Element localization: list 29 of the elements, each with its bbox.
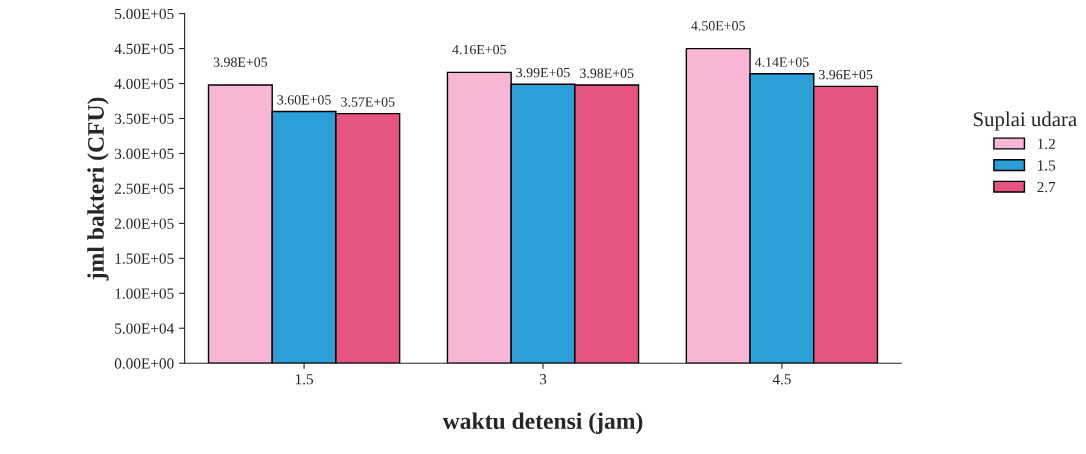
x-axis-title: waktu detensi (jam) <box>442 412 643 434</box>
legend-title: Suplai udara <box>973 111 1077 131</box>
y-tick-label: 3.00E+05 <box>114 148 174 159</box>
data-label: 3.96E+05 <box>819 69 873 80</box>
data-label: 3.99E+05 <box>516 67 570 78</box>
y-tick-label: 4.00E+05 <box>114 78 174 90</box>
y-axis-title: jml bakteri (CFU) <box>87 97 109 281</box>
legend-label: 1.2 <box>1038 138 1055 150</box>
x-tick-label: 3 <box>539 374 547 385</box>
y-tick-label: 2.50E+05 <box>114 183 174 194</box>
legend-label: 1.5 <box>1038 160 1056 171</box>
legend-label: 2.7 <box>1037 181 1056 193</box>
y-tick-label: 0.00E+00 <box>114 358 174 369</box>
data-label: 4.16E+05 <box>452 44 506 55</box>
data-label: 4.14E+05 <box>754 57 809 67</box>
data-label: 3.57E+05 <box>341 97 395 107</box>
x-tick-label: 4.5 <box>772 374 791 385</box>
y-tick-label: 1.00E+05 <box>115 288 174 299</box>
data-label: 3.98E+05 <box>213 57 268 67</box>
y-tick-label: 5.00E+04 <box>115 323 174 334</box>
data-label: 3.98E+05 <box>580 68 634 79</box>
y-tick-label: 3.50E+05 <box>114 113 174 125</box>
y-tick-label: 5.00E+05 <box>115 8 174 20</box>
y-tick-label: 1.50E+05 <box>115 253 174 264</box>
y-tick-label: 4.50E+05 <box>114 43 174 55</box>
y-tick-label: 2.00E+05 <box>114 218 174 229</box>
data-label: 4.50E+05 <box>691 21 745 31</box>
x-tick-label: 1.5 <box>295 374 314 385</box>
data-label: 3.60E+05 <box>277 95 331 105</box>
